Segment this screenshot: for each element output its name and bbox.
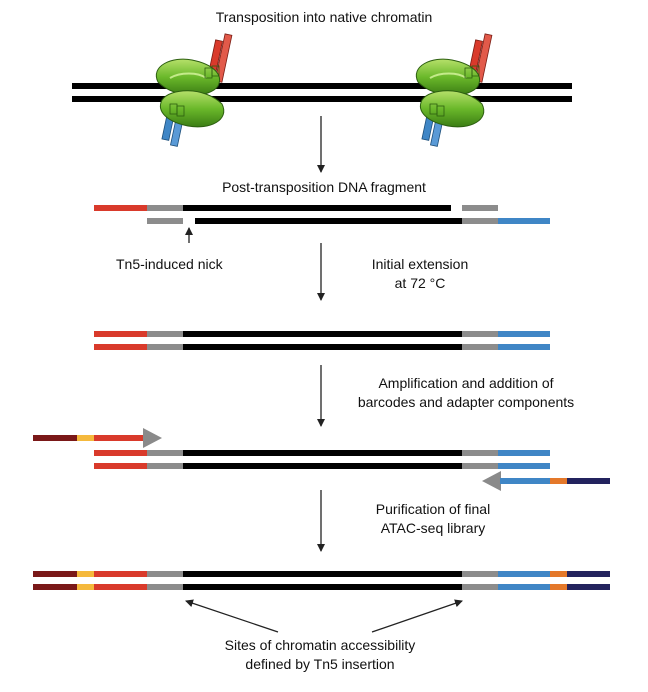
post-transposition-fragment	[94, 205, 550, 224]
label-post-transposition: Post-transposition DNA fragment	[222, 179, 426, 195]
site-pointer-right	[371, 599, 463, 633]
label-initial-extension: Initial extension at 72 °C	[350, 255, 490, 293]
label-purification-line2: ATAC-seq library	[380, 520, 486, 536]
label-accessibility-sites-line2: defined by Tn5 insertion	[245, 656, 395, 672]
label-accessibility-sites: Sites of chromatin accessibility defined…	[170, 636, 470, 674]
label-purification: Purification of final ATAC-seq library	[345, 500, 521, 538]
tn5-transposome-left	[155, 33, 233, 147]
label-accessibility-sites-line1: Sites of chromatin accessibility	[224, 637, 416, 653]
label-purification-line1: Purification of final	[375, 501, 491, 517]
reverse-primer	[482, 471, 610, 491]
label-amplification-line2: barcodes and adapter components	[357, 394, 575, 410]
label-transposition: Transposition into native chromatin	[215, 9, 433, 25]
label-amplification: Amplification and addition of barcodes a…	[328, 374, 604, 412]
label-tn5-nick: Tn5-induced nick	[116, 256, 223, 272]
label-amplification-line1: Amplification and addition of	[378, 375, 554, 391]
amplification-template	[94, 450, 550, 469]
label-initial-extension-line2: at 72 °C	[394, 275, 446, 291]
forward-primer	[33, 428, 162, 448]
tn5-transposome-right	[415, 33, 493, 147]
label-initial-extension-line1: Initial extension	[371, 256, 469, 272]
site-pointer-left	[185, 599, 279, 633]
extended-fragment	[94, 331, 550, 350]
chromatin-dna-strands	[72, 83, 572, 102]
final-atac-seq-library	[33, 571, 610, 590]
